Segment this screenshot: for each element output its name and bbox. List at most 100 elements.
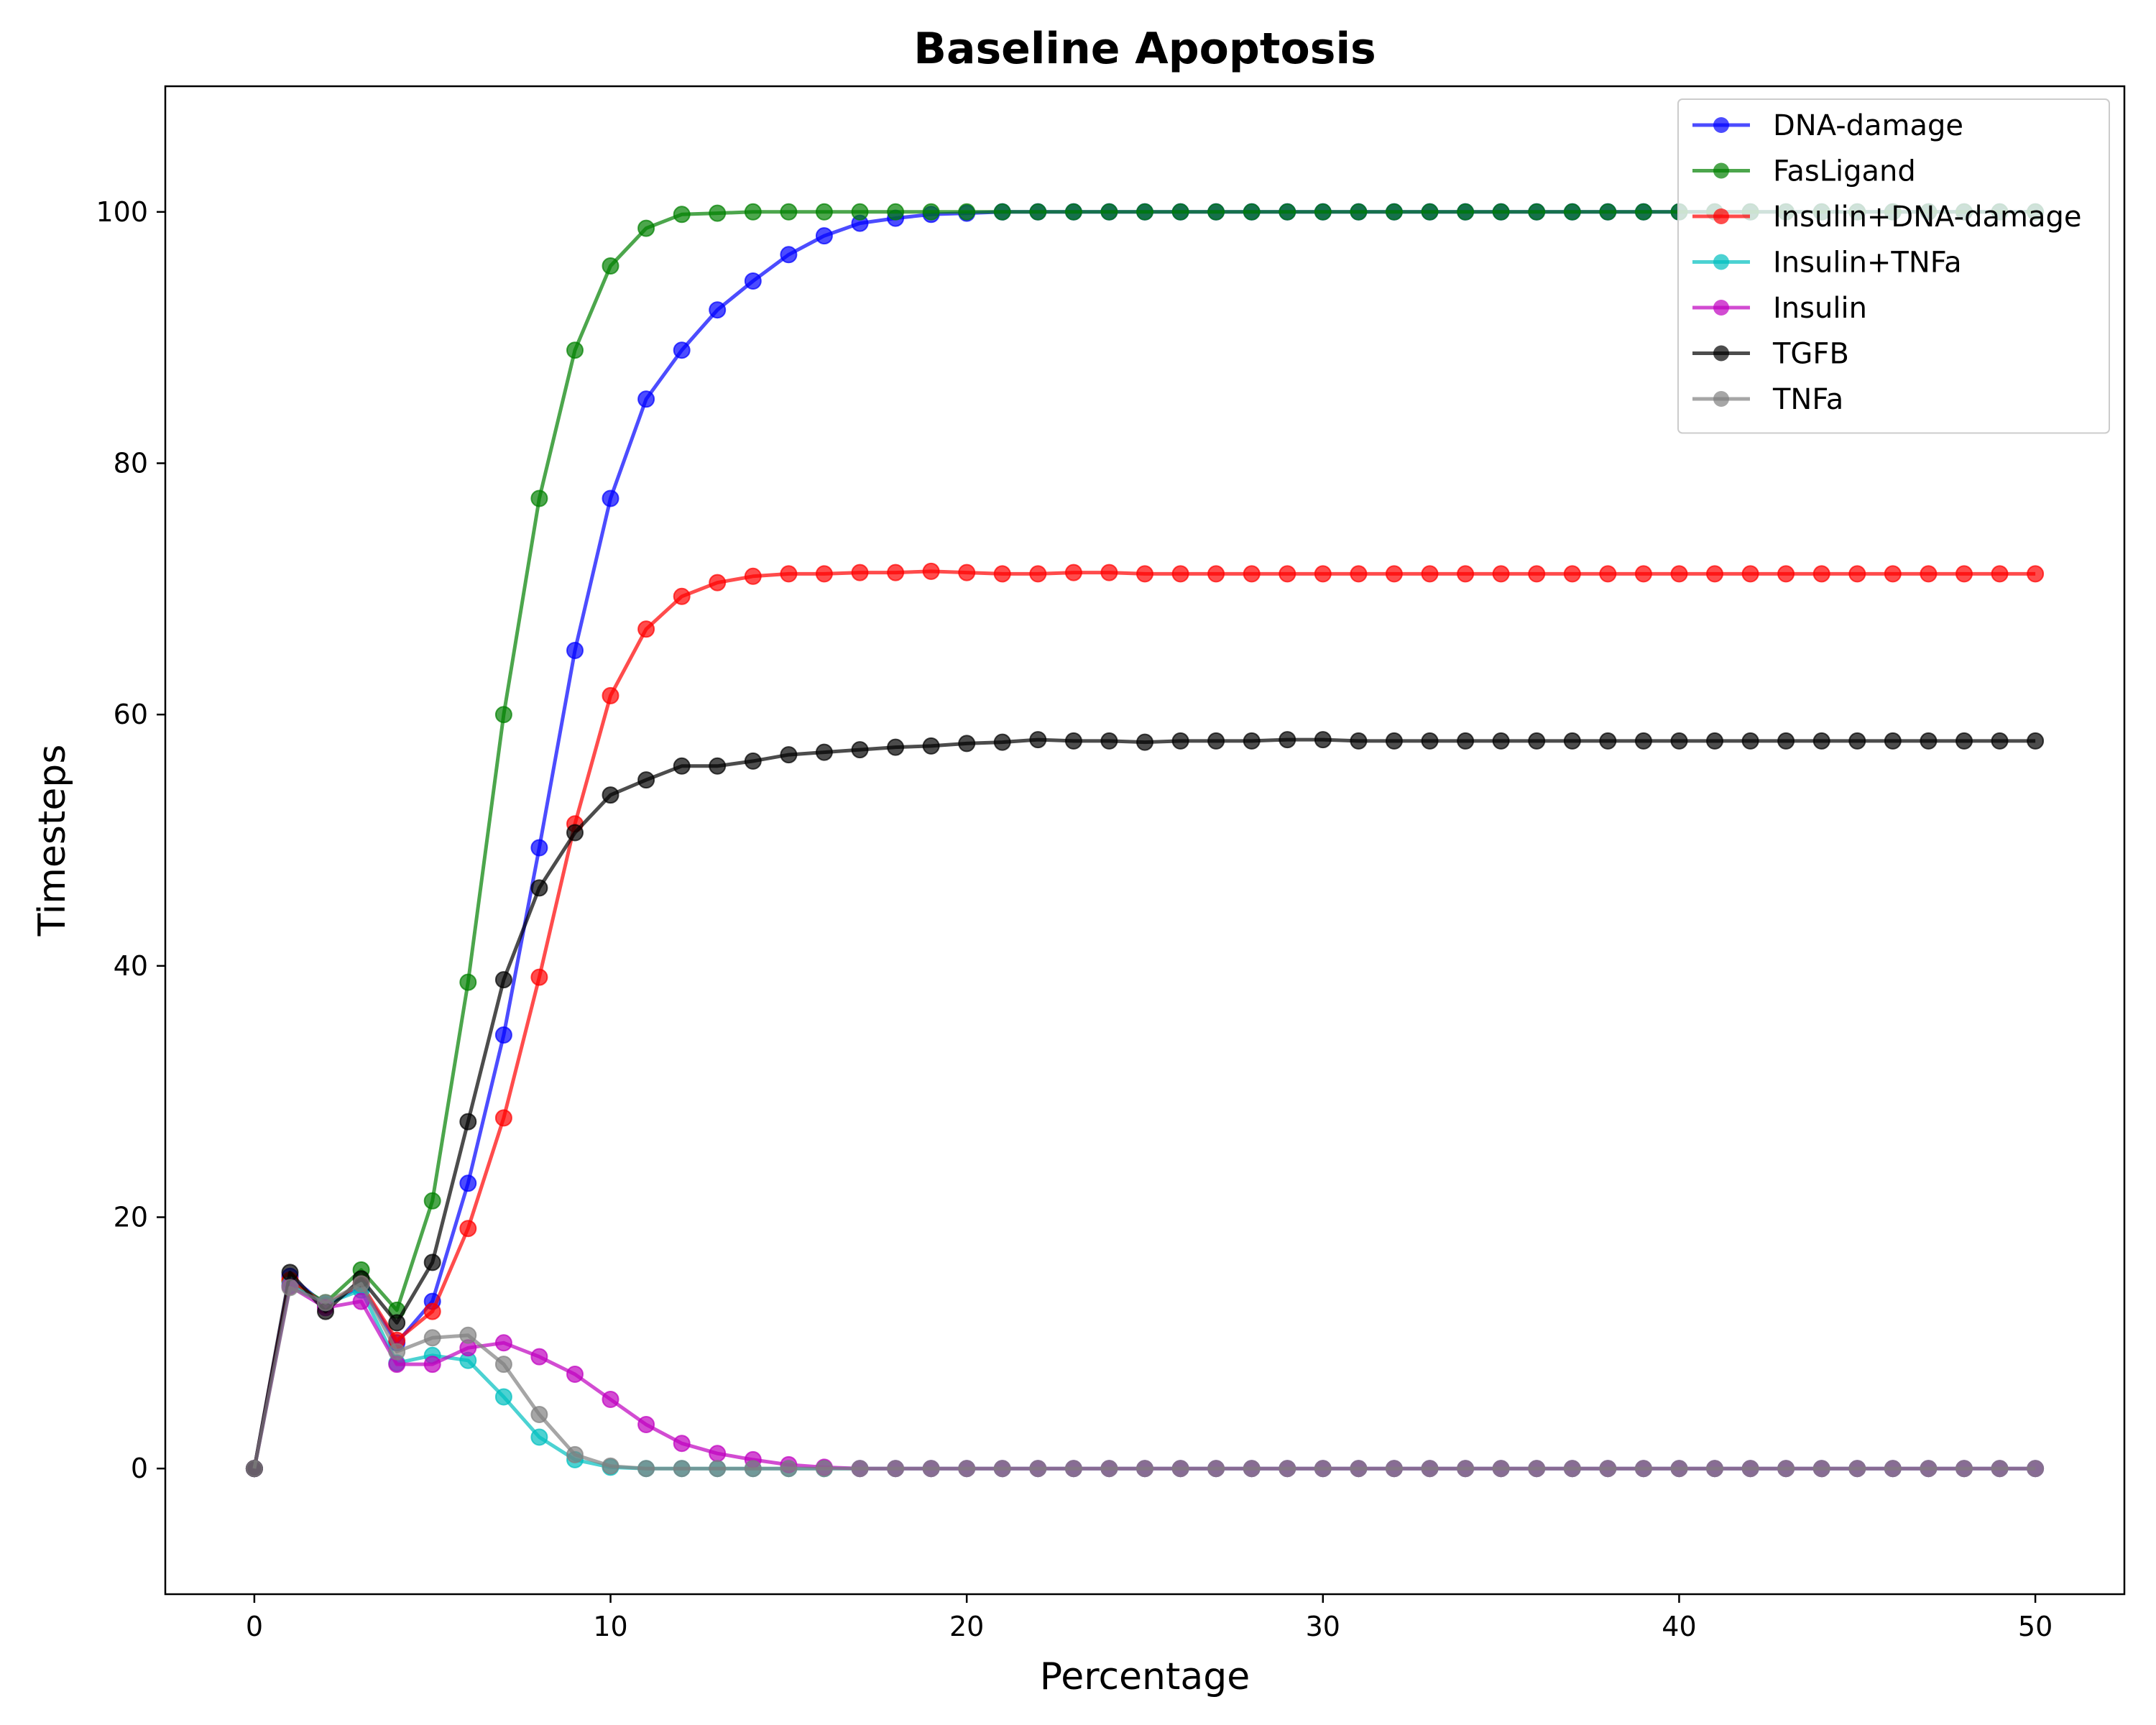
data-point [887,564,905,581]
data-point [566,1445,584,1463]
data-point [494,1356,512,1374]
data-point [1991,732,2009,750]
data-point [709,1460,727,1478]
data-point [744,272,762,290]
legend-marker [1713,300,1729,316]
series-line [252,1283,2036,1471]
data-point [1243,565,1261,583]
legend-label: Insulin+DNA-damage [1773,201,2081,234]
data-point [1563,565,1581,583]
data-point [815,227,833,245]
data-point [1741,732,1759,750]
data-point [1563,203,1581,221]
y-tick-label: 40 [114,950,148,982]
data-point [993,1460,1011,1478]
data-point [1064,732,1082,750]
data-point [744,567,762,585]
data-point [1955,732,1973,750]
data-point [851,1460,869,1478]
y-axis-label: Timesteps [31,745,74,937]
data-point [1457,203,1475,221]
data-point [1884,732,1902,750]
data-point [459,973,477,991]
data-point [1599,565,1617,583]
data-point [1634,732,1652,750]
data-point [530,1428,548,1446]
data-point [709,1445,727,1463]
data-point [1385,1460,1403,1478]
data-point [1706,565,1723,583]
data-point [1029,1460,1047,1478]
data-point [1848,732,1866,750]
data-point [1706,1460,1723,1478]
series-6 [245,1275,2045,1478]
data-point [744,1460,762,1478]
legend: DNA-damage FasLigand Insulin+DNA-damage Ins… [1677,98,2110,434]
legend-item: FasLigand [1692,155,1916,188]
x-tick-label: 40 [1662,1611,1696,1642]
data-point [1279,731,1296,749]
data-point [673,341,691,359]
y-tick-label: 20 [114,1202,148,1233]
data-point [1421,1460,1439,1478]
data-point [922,203,940,221]
data-point [1599,732,1617,750]
data-point [1279,203,1296,221]
legend-label: DNA-damage [1773,109,1963,142]
data-point [281,1264,299,1282]
data-point [1812,732,1830,750]
series-3 [245,1276,2045,1478]
data-point [1243,732,1261,750]
data-point [709,574,727,592]
series-5 [245,731,2045,1478]
data-point [1029,731,1047,749]
data-point [1741,565,1759,583]
data-point [1350,732,1368,750]
data-point [1350,1460,1368,1478]
x-tick-label: 50 [2018,1611,2053,1642]
data-point [709,757,727,775]
data-point [1207,732,1225,750]
data-point [922,562,940,580]
data-point [780,746,798,764]
x-tick-label: 10 [593,1611,627,1642]
data-point [815,743,833,761]
data-point [530,1348,548,1366]
data-point [815,565,833,583]
data-point [673,587,691,605]
data-point [744,203,762,221]
data-point [780,246,798,264]
data-point [1492,732,1510,750]
data-point [673,757,691,775]
data-point [602,686,619,704]
x-tick-label: 20 [949,1611,984,1642]
data-point [887,1460,905,1478]
plot-frame [164,85,2126,1596]
data-point [245,1460,263,1478]
data-point [1171,1460,1189,1478]
data-point [1171,732,1189,750]
data-point [1492,1460,1510,1478]
legend-label: Insulin+TNFa [1773,247,1962,280]
data-point [1100,203,1118,221]
data-point [1385,203,1403,221]
data-point [459,1326,477,1344]
data-point [494,1026,512,1044]
data-point [1528,1460,1546,1478]
data-point [423,1302,441,1320]
data-point [1920,1460,1938,1478]
data-point [1100,564,1118,581]
data-point [602,786,619,804]
data-point [1528,565,1546,583]
series-line [252,737,2036,1469]
data-point [1492,203,1510,221]
data-point [494,1334,512,1352]
data-point [1920,732,1938,750]
data-point [1812,1460,1830,1478]
data-point [1314,203,1332,221]
data-point [851,203,869,221]
data-point [1136,203,1153,221]
data-point [1884,1460,1902,1478]
data-point [815,1460,833,1478]
